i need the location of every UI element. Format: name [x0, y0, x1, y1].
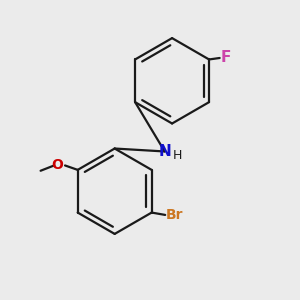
Text: Br: Br [166, 208, 183, 222]
Text: H: H [172, 149, 182, 162]
Text: N: N [158, 144, 171, 159]
Text: O: O [52, 158, 64, 172]
Text: F: F [221, 50, 231, 65]
